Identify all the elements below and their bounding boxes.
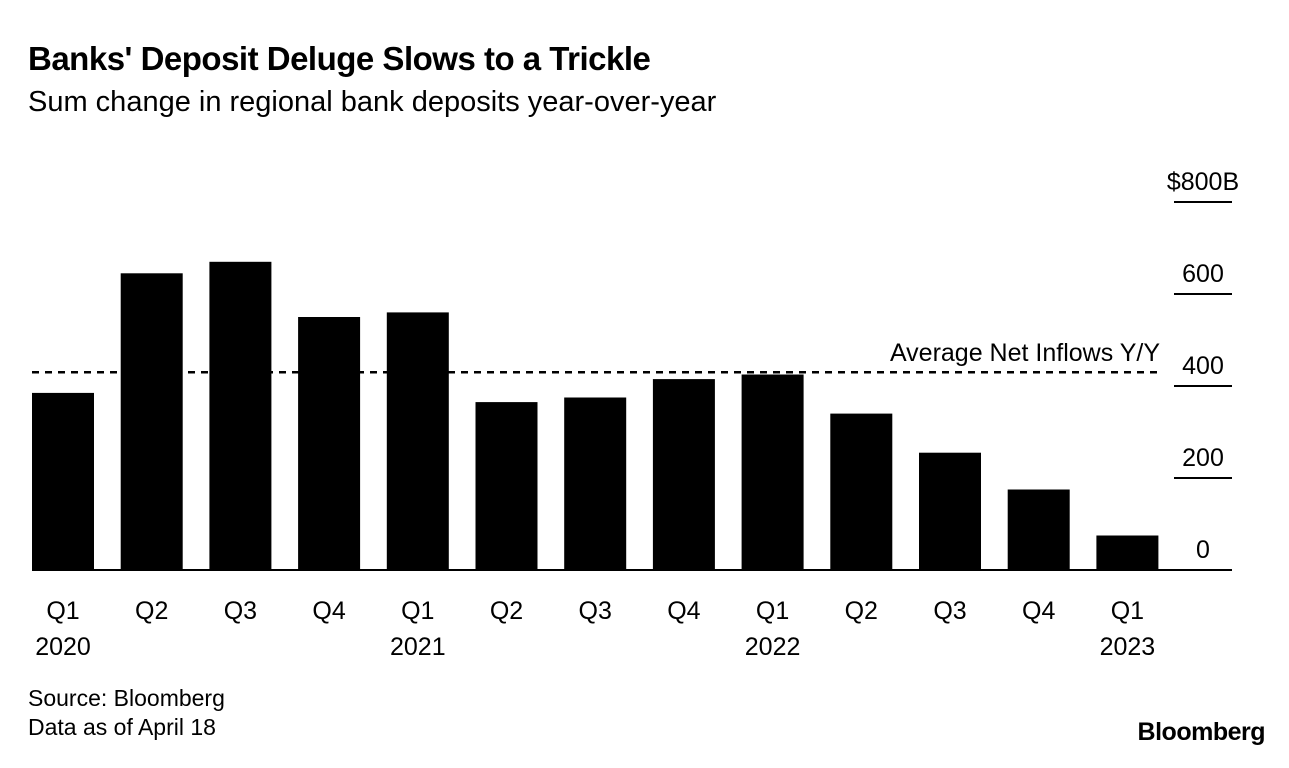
x-tick-label: Q2 [490, 597, 523, 625]
x-year-label: 2023 [1100, 633, 1156, 661]
x-tick-label: Q1 [756, 597, 789, 625]
bar [32, 392, 94, 570]
x-tick-label: Q3 [224, 597, 257, 625]
x-tick-label: Q4 [312, 597, 345, 625]
bar [741, 374, 804, 570]
x-tick-label: Q4 [667, 597, 700, 625]
y-tick-label: 600 [1182, 260, 1224, 288]
source-note: Source: Bloomberg [28, 685, 225, 711]
data-date-note: Data as of April 18 [28, 714, 216, 740]
x-year-label: 2021 [390, 633, 446, 661]
x-tick-label: Q3 [579, 597, 612, 625]
bar [830, 413, 893, 570]
x-year-label: 2020 [35, 633, 91, 661]
x-tick-label: Q3 [933, 597, 966, 625]
y-tick-label: 200 [1182, 444, 1224, 472]
bloomberg-logo: Bloomberg [1137, 718, 1266, 746]
x-tick-label: Q2 [135, 597, 168, 625]
footer: Source: Bloomberg Data as of April 18 [28, 684, 225, 742]
bar [209, 261, 272, 570]
bar [1007, 489, 1070, 570]
bar [475, 402, 538, 570]
x-year-label: 2022 [745, 633, 801, 661]
bar [919, 452, 981, 570]
y-tick-label: $800B [1167, 168, 1239, 196]
reference-line-group: Average Net Inflows Y/Y [32, 339, 1160, 374]
x-tick-label: Q4 [1022, 597, 1055, 625]
y-tick-label: 0 [1196, 536, 1210, 564]
bar [120, 273, 183, 570]
bar [652, 379, 715, 570]
x-axis: Q1 2020 Q2 Q3 Q4 Q1 2021 Q2 Q3 Q4 Q1 2022 Q2 Q3 Q4 Q1 20… [35, 597, 1155, 661]
y-tick-label: 400 [1182, 352, 1224, 380]
bar [564, 397, 627, 570]
chart-subtitle: Sum change in regional bank deposits yea… [28, 86, 717, 118]
y-axis: 0 200 400 600 $800B [1167, 168, 1239, 564]
x-tick-label: Q1 [401, 597, 434, 625]
bar [298, 317, 361, 570]
bars [32, 261, 1159, 570]
bar [1096, 535, 1159, 570]
x-tick-label: Q1 [46, 597, 79, 625]
bar [386, 312, 449, 570]
average-line-label: Average Net Inflows Y/Y [890, 339, 1160, 367]
chart-title: Banks' Deposit Deluge Slows to a Trickle [28, 40, 651, 77]
x-tick-label: Q2 [845, 597, 878, 625]
x-tick-label: Q1 [1111, 597, 1144, 625]
